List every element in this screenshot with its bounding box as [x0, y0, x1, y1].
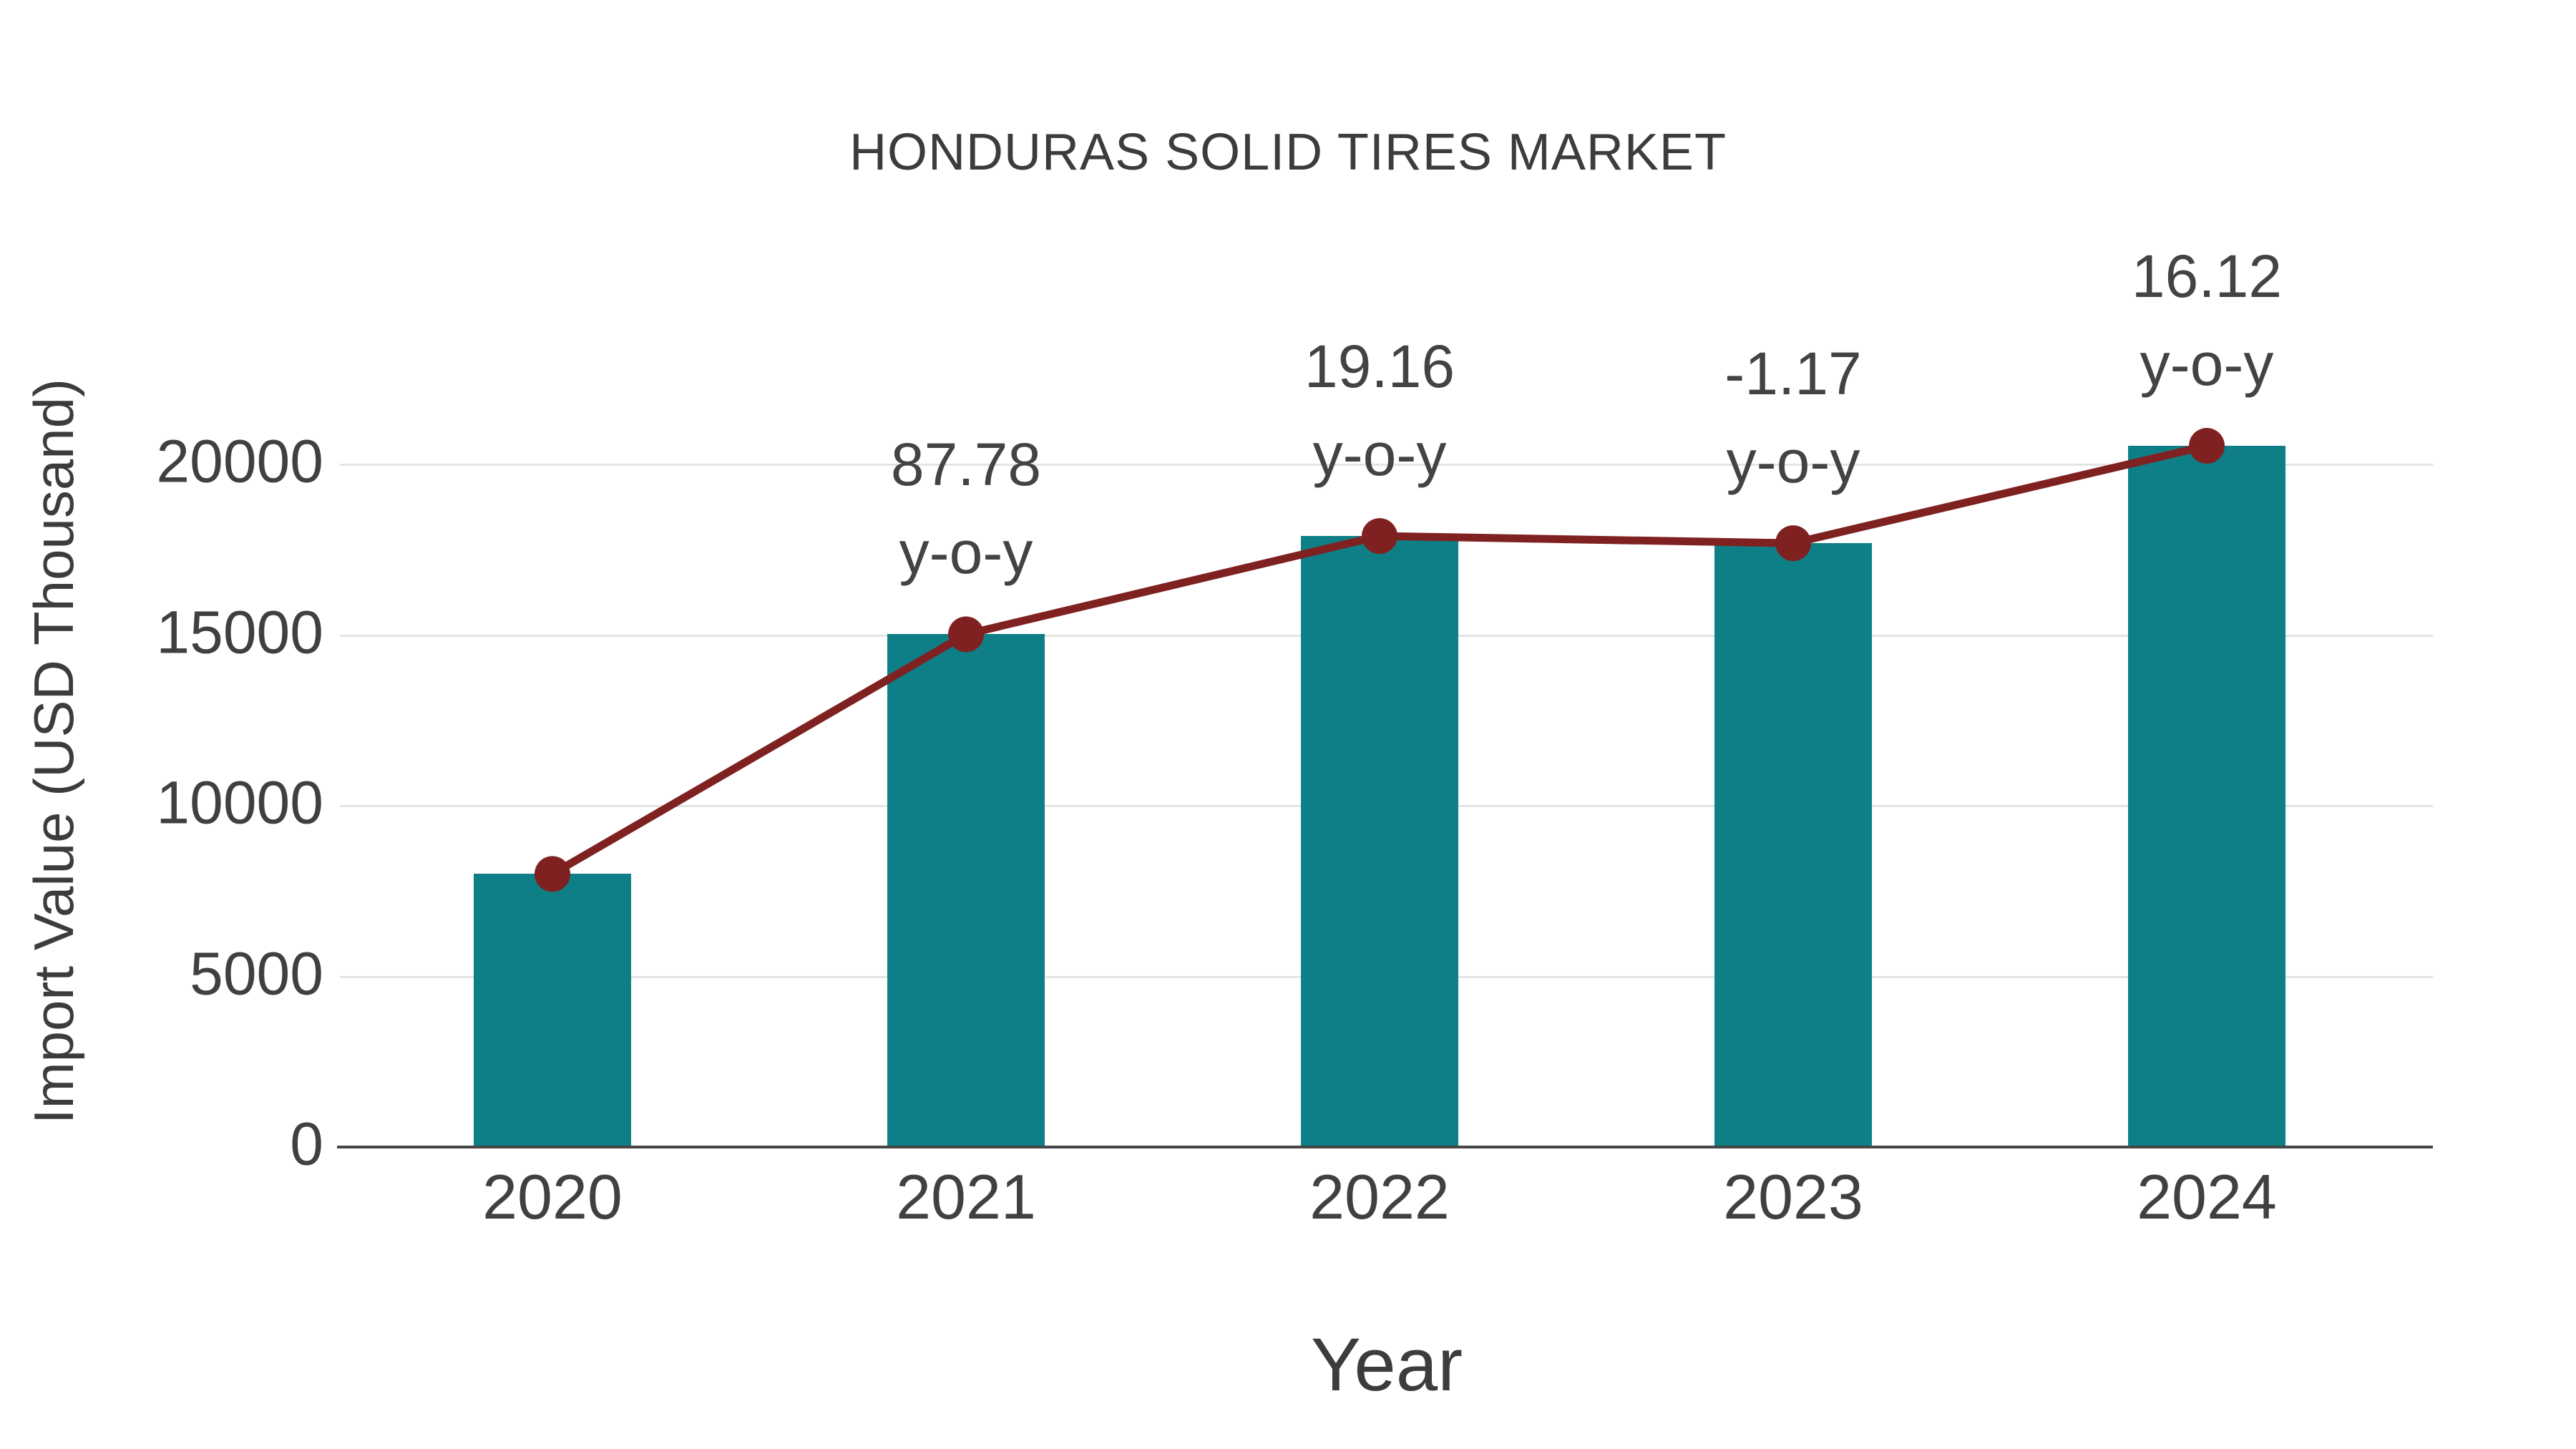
annotation-growth-unit: y-o-y: [1726, 428, 1860, 496]
annotation-growth-unit: y-o-y: [1312, 421, 1447, 489]
bar-2024: [2128, 446, 2285, 1147]
x-axis-title: Year: [1310, 1323, 1463, 1407]
bar-2021: [887, 634, 1045, 1147]
y-tick-label-15000: 15000: [156, 598, 323, 666]
bar-2023: [1714, 543, 1872, 1147]
x-tick-label-2022: 2022: [1309, 1161, 1450, 1232]
x-axis-line: [337, 1146, 2433, 1148]
annotation-growth-unit: y-o-y: [2140, 331, 2274, 399]
x-tick-label-2021: 2021: [896, 1161, 1036, 1232]
bar-2022: [1301, 536, 1458, 1147]
annotation-growth-unit: y-o-y: [899, 519, 1033, 587]
annotation-2024: 16.12 y-o-y: [2021, 233, 2393, 409]
annotation-growth-value: -1.17: [1724, 340, 1862, 408]
x-tick-label-2024: 2024: [2137, 1161, 2277, 1232]
y-tick-label-0: 0: [290, 1110, 323, 1178]
annotation-2021: 87.78 y-o-y: [780, 421, 1152, 597]
x-tick-label-2023: 2023: [1723, 1161, 1863, 1232]
chart-title: HONDURAS SOLID TIRES MARKET: [849, 124, 1727, 181]
annotation-growth-value: 19.16: [1304, 333, 1455, 401]
bar-2020: [474, 874, 631, 1147]
y-tick-label-5000: 5000: [190, 940, 323, 1008]
x-tick-label-2020: 2020: [482, 1161, 623, 1232]
annotation-growth-value: 16.12: [2131, 243, 2283, 311]
annotation-growth-value: 87.78: [890, 431, 1042, 499]
y-tick-label-10000: 10000: [156, 769, 323, 836]
annotation-2023: -1.17 y-o-y: [1607, 330, 1979, 506]
y-tick-label-20000: 20000: [156, 427, 323, 495]
annotation-2022: 19.16 y-o-y: [1194, 323, 1566, 499]
